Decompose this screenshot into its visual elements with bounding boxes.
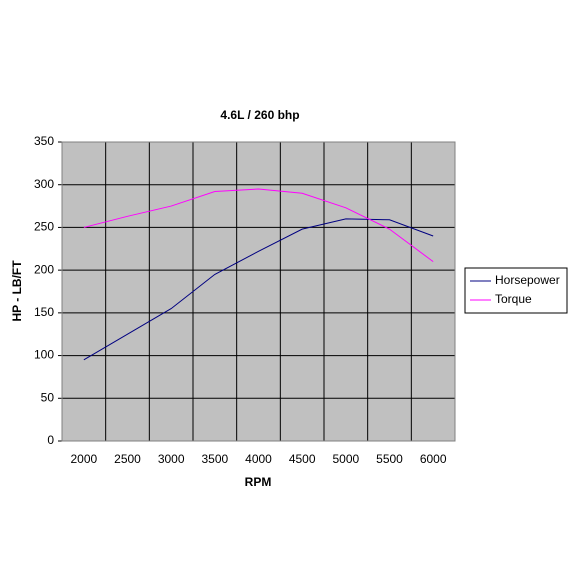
x-tick-label: 2500	[114, 452, 141, 466]
x-tick-label: 5000	[332, 452, 359, 466]
legend-box	[464, 267, 568, 314]
x-tick-label: 4500	[289, 452, 316, 466]
y-tick-label: 0	[47, 433, 54, 447]
chart-title: 4.6L / 260 bhp	[220, 108, 299, 122]
x-axis-label: RPM	[245, 475, 272, 489]
x-tick-label: 6000	[420, 452, 447, 466]
y-tick-label: 200	[34, 262, 54, 276]
y-axis-label: HP - LB/FT	[10, 260, 24, 322]
y-tick-label: 150	[34, 305, 54, 319]
y-tick-label: 100	[34, 348, 54, 362]
y-tick-label: 300	[34, 177, 54, 191]
y-tick-label: 250	[34, 220, 54, 234]
line-series	[83, 188, 434, 263]
x-tick-label: 3500	[201, 452, 228, 466]
x-tick-label: 5500	[376, 452, 403, 466]
x-tick-label: 3000	[158, 452, 185, 466]
line-series	[83, 218, 434, 361]
legend-label: Horsepower	[495, 273, 560, 287]
x-tick-label: 2000	[70, 452, 97, 466]
plot-area	[62, 142, 455, 441]
x-tick-label: 4000	[245, 452, 272, 466]
legend-label: Torque	[495, 292, 532, 306]
y-tick-label: 350	[34, 134, 54, 148]
plot-border	[61, 141, 456, 442]
y-tick-label: 50	[41, 390, 55, 404]
